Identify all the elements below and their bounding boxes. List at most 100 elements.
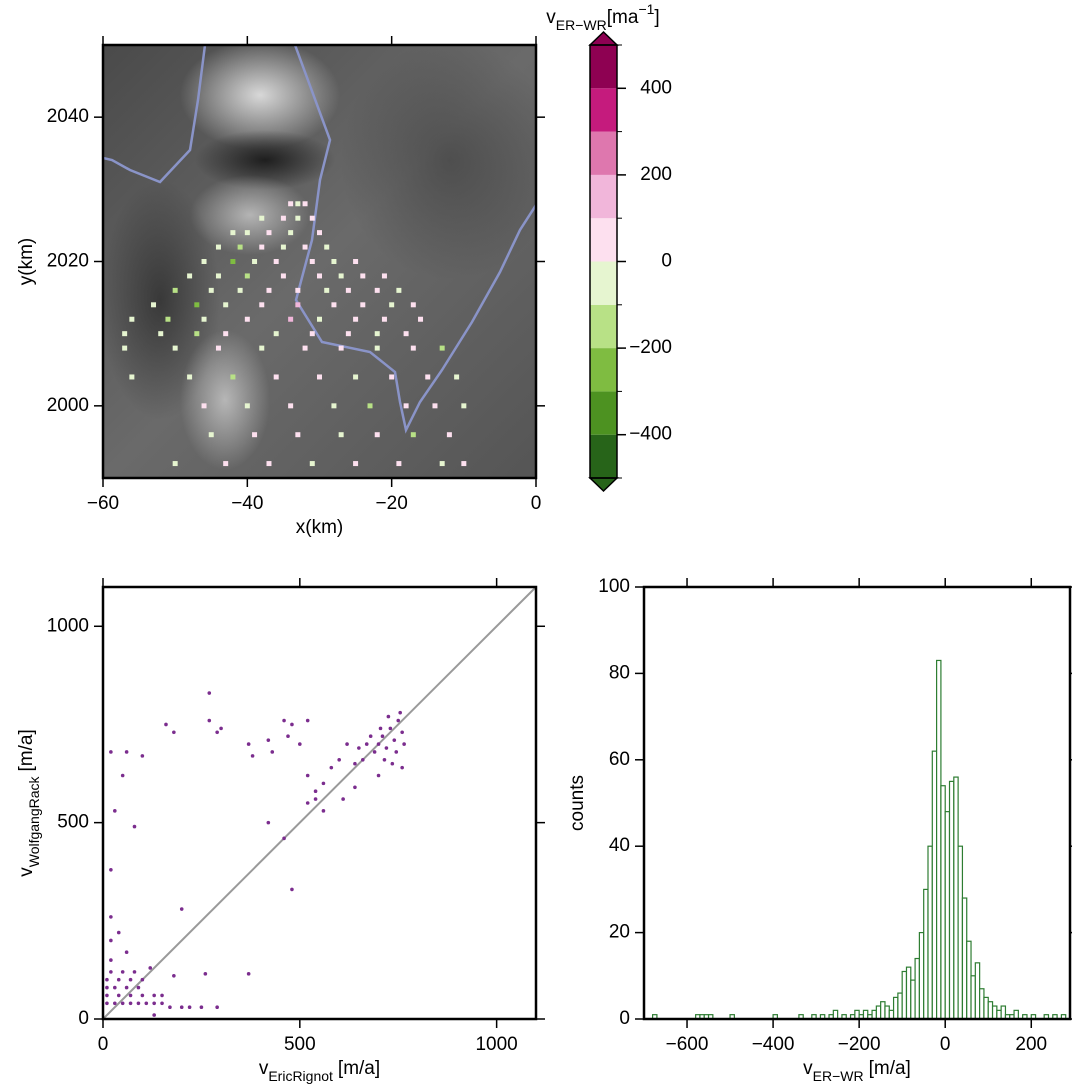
data-cell [230,259,236,264]
histogram-bar [966,940,972,1020]
plot-frame [101,43,538,480]
histogram-bar [871,1009,877,1020]
scatter-point [160,993,164,998]
histogram-bar [974,962,981,1020]
data-cell [244,230,250,236]
x-tick-label: −400 [752,1034,795,1055]
histogram-bar [953,776,959,1020]
scatter-point [337,758,341,762]
histogram-bar [914,957,920,1020]
data-cell [223,302,229,308]
scatter-point [132,970,137,974]
data-cell [309,461,315,467]
scatter-point [164,722,168,727]
scatter-point [120,970,125,974]
scatter-point [215,1005,219,1010]
data-cell [295,302,301,308]
scatter-point [105,1001,109,1006]
plot-frame [101,585,538,1021]
colorbar-segment [590,45,617,89]
data-cell [266,230,272,236]
scatter-point [124,950,129,955]
histogram-bar [897,992,903,1020]
x-tick-label: 0 [98,1034,109,1055]
histogram-bar [918,931,925,1020]
y-tick-label: 1000 [47,615,89,636]
data-cell [201,403,207,409]
histogram-bar [987,1001,994,1020]
scatter-point [396,718,401,723]
data-cell [410,345,416,351]
data-cell [172,287,178,293]
scatter-point [109,938,113,943]
scatter-point [353,761,357,766]
scatter-point [172,974,176,978]
colorbar-segment [590,174,617,219]
scatter-point [148,966,153,970]
label-part: [m/a] [338,1058,380,1079]
scatter-point [152,993,156,998]
x-tick-label: −600 [666,1034,709,1055]
label-part: ER−WR [556,17,607,33]
colorbar-tick-label: 0 [661,251,672,272]
scatter-point [394,750,399,754]
data-cell [309,215,315,221]
x-axis-label: vER−WR [m/a] [803,1058,911,1084]
data-cell [266,287,272,293]
histogram-bar [961,897,968,1020]
identity-line [102,586,537,1020]
scatter-point [140,754,145,758]
histogram-bar [983,996,989,1020]
histogram-bar [901,970,908,1020]
data-cell [295,201,301,207]
data-cell [461,403,467,409]
histogram-bar [996,1009,1002,1020]
scatter-point [168,1005,172,1010]
scatter-point [390,761,395,766]
scatter-point [199,1005,204,1010]
scatter-point [179,907,184,911]
data-cell [425,374,431,380]
data-cell [201,316,207,322]
histogram-bar [948,780,955,1020]
scatter-point [152,1001,156,1006]
data-cell [331,302,337,308]
data-cell [230,230,236,236]
scatter-point [219,726,223,731]
colorbar-tick-label: 200 [640,164,672,185]
data-cell [439,461,445,467]
scatter-point [179,1005,184,1010]
x-axis-label: vEricRignot [m/a] [259,1058,380,1084]
data-cell [230,374,236,380]
data-cell [439,345,445,351]
scatter-point [313,797,318,801]
y-tick-label: 2040 [47,106,89,127]
data-cell [317,273,322,279]
data-cell [381,273,387,279]
plot-frame [642,585,1072,1021]
data-cell [461,461,467,467]
scatter-point [298,742,302,746]
scatter-point [120,1001,125,1006]
y-tick-label: 60 [609,749,630,770]
data-cell [201,259,207,264]
scatter-point [382,758,387,762]
scatter-point [132,824,137,829]
histogram-bar [875,1005,882,1020]
colorbar-label: vER−WR[ma−1] [546,1,659,33]
x-tick-label: 0 [531,493,542,514]
data-cell [288,201,294,207]
colorbar-extend [588,30,619,46]
data-cell [288,230,294,236]
colorbar-tick-label: −400 [629,424,672,445]
scatter-point [109,867,113,872]
label-part: [m/a] [16,729,37,771]
x-tick-label: 0 [940,1034,951,1055]
scatter-point [128,993,133,998]
scatter-point [305,801,310,805]
data-cell [345,287,351,293]
data-cell [389,374,395,380]
label-part: v [803,1058,813,1079]
label-part: v [259,1058,269,1079]
map-background [103,45,536,478]
